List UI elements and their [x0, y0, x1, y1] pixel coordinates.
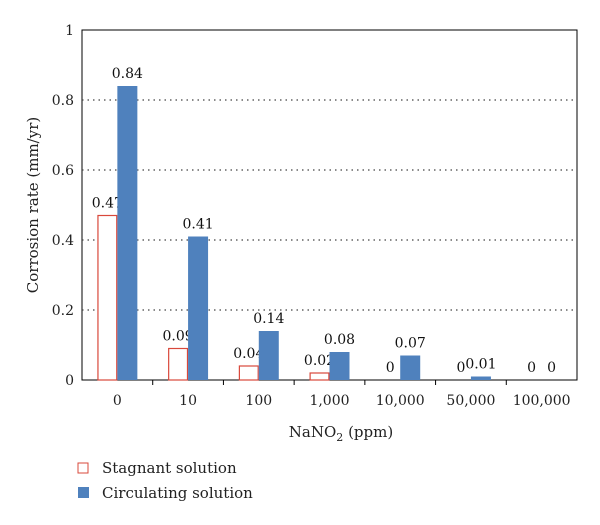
legend-label-stagnant: Stagnant solution: [102, 459, 237, 477]
data-label-circulating: 0.01: [465, 357, 496, 373]
x-tick-label: 100,000: [513, 393, 571, 409]
data-label-circulating: 0.84: [112, 66, 143, 82]
data-label-stagnant: 0.02: [304, 353, 335, 369]
bar-stagnant: [97, 214, 118, 381]
y-tick-label: 0.4: [52, 233, 74, 249]
y-tick-label: 0: [65, 373, 74, 389]
data-label-circulating: 0.14: [253, 311, 284, 327]
legend: Stagnant solution Circulating solution: [77, 459, 253, 502]
bar-circulating: [258, 331, 279, 380]
data-label-stagnant: 0.09: [162, 329, 193, 345]
data-label-circulating: 0.41: [182, 217, 213, 233]
data-label-stagnant: 0: [386, 360, 395, 376]
data-label-stagnant: 0.47: [92, 196, 123, 212]
data-label-stagnant: 0.04: [233, 346, 264, 362]
legend-swatch-stagnant: [77, 462, 89, 474]
y-tick-label: 0.6: [52, 163, 74, 179]
y-tick-label: 0.2: [52, 303, 74, 319]
legend-swatch-circulating: [78, 487, 89, 498]
y-tick-label: 0.8: [52, 93, 74, 109]
x-axis-label-subscript: 2: [336, 431, 343, 444]
data-label-circulating: 0: [547, 360, 556, 376]
x-tick-label: 0: [113, 393, 122, 409]
bar-circulating: [117, 86, 138, 380]
bar-circulating: [188, 236, 209, 380]
bar-stagnant: [168, 347, 189, 381]
data-label-stagnant: 0: [456, 360, 465, 376]
bar-stagnant: [309, 372, 330, 381]
x-tick-label: 100: [245, 393, 272, 409]
data-label-circulating: 0.07: [395, 336, 426, 352]
data-label-circulating: 0.08: [324, 332, 355, 348]
gridlines: [82, 99, 577, 311]
x-tick-label: 10: [179, 393, 197, 409]
y-tick-label: 1: [65, 23, 74, 39]
bar-stagnant: [238, 365, 259, 381]
x-tick-label: 10,000: [376, 393, 425, 409]
bar-circulating: [470, 376, 491, 380]
legend-label-circulating: Circulating solution: [102, 484, 253, 502]
x-tick-label: 50,000: [446, 393, 495, 409]
bar-circulating: [400, 355, 421, 380]
y-axis-ticks: 0 0.2 0.4 0.6 0.8 1: [52, 23, 74, 389]
x-tick-label: 1,000: [309, 393, 349, 409]
plot-frame: [81, 29, 578, 381]
y-axis-label: Corrosion rate (mm/yr): [24, 117, 42, 293]
x-axis-ticks: 0 10 100 1,000 10,000 50,000 100,000: [113, 380, 571, 409]
data-label-stagnant: 0: [527, 360, 536, 376]
x-axis-label: NaNO2 (ppm): [289, 423, 393, 444]
bar-circulating: [329, 352, 350, 380]
